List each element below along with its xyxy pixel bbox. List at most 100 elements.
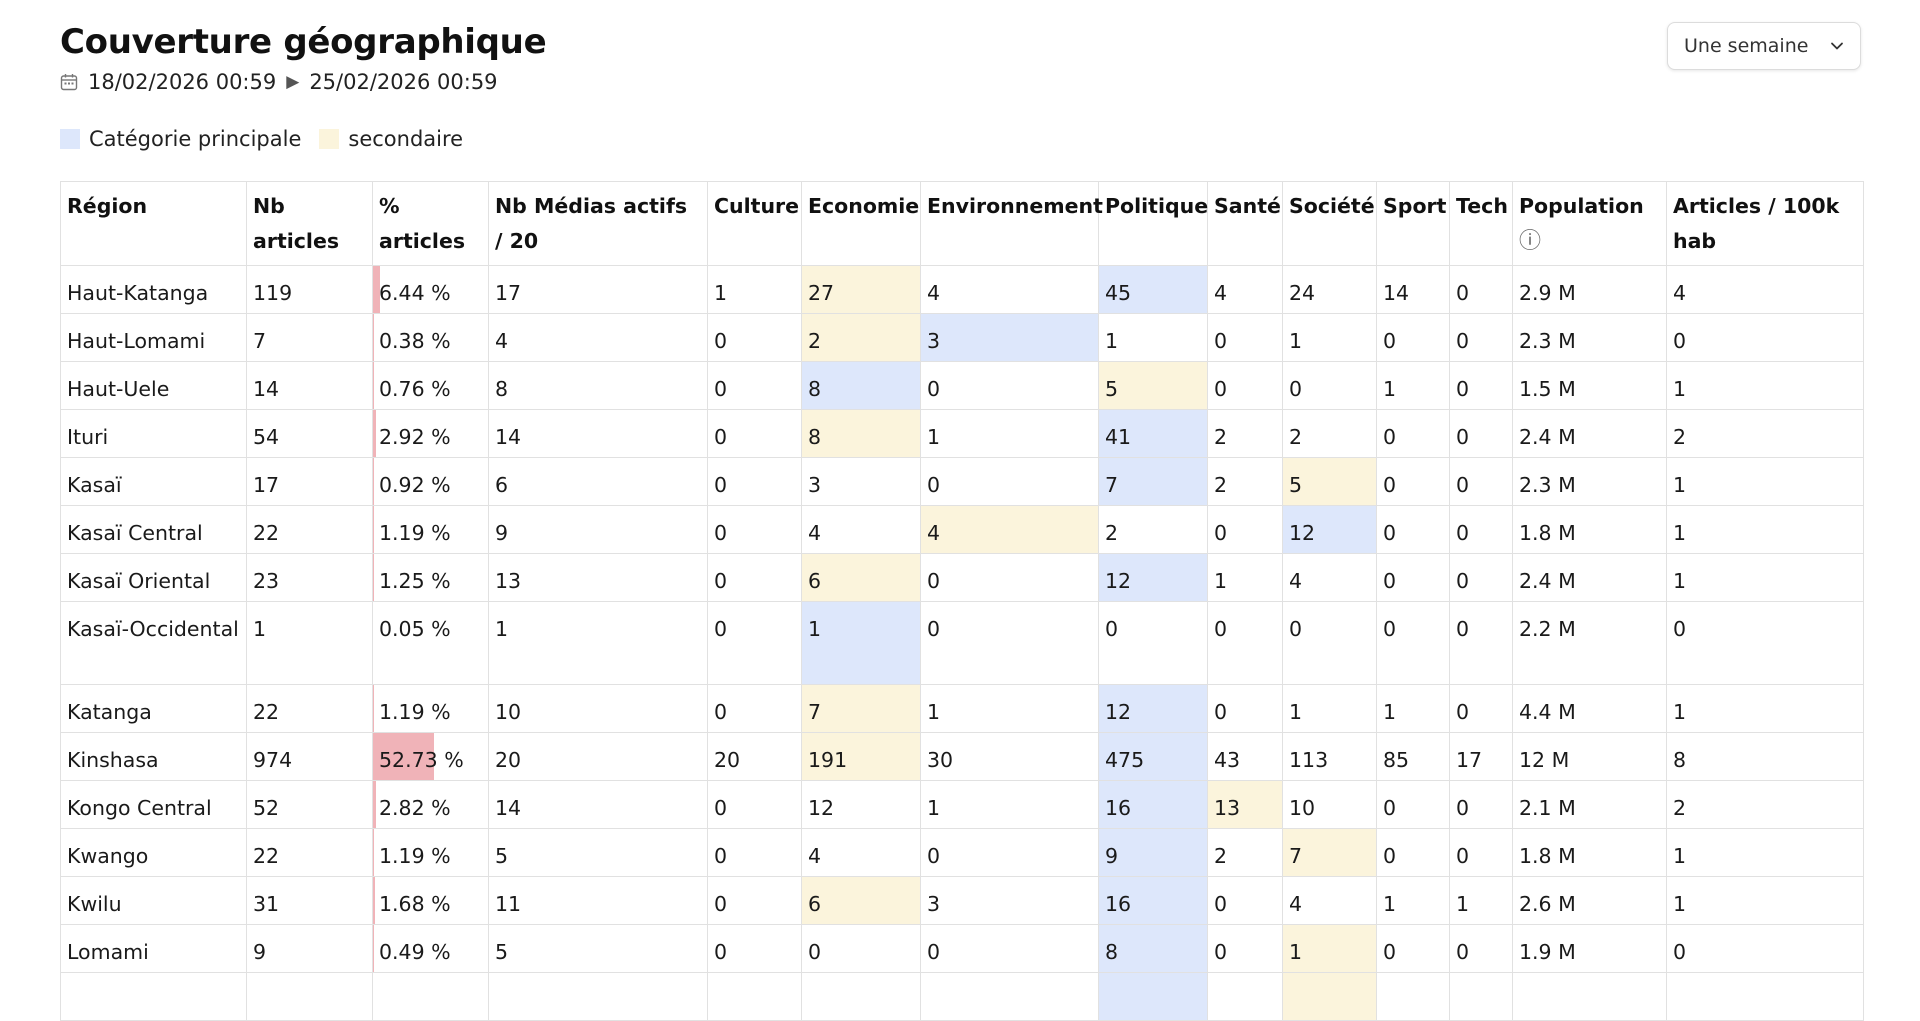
- cell-tech: 0: [1450, 781, 1513, 829]
- cell-culture: 0: [708, 362, 802, 410]
- cell-economie: [802, 973, 921, 1021]
- cell-politique: 41: [1099, 410, 1208, 458]
- cell-sante: 2: [1208, 410, 1283, 458]
- legend-swatch-secondary: [319, 129, 339, 149]
- pct-text: 1.25 %: [373, 554, 488, 601]
- cell-region: Haut-Katanga: [61, 266, 247, 314]
- col-header-pct-articles[interactable]: % articles: [373, 182, 489, 266]
- cell-economie: 12: [802, 781, 921, 829]
- cell-per100k: 1: [1667, 829, 1864, 877]
- cell-pct: 1.19 %: [373, 829, 489, 877]
- cell-pct: 2.92 %: [373, 410, 489, 458]
- pct-text: 0.76 %: [373, 362, 488, 409]
- cell-medias: 13: [489, 554, 708, 602]
- cell-societe: [1283, 973, 1377, 1021]
- cell-medias: 11: [489, 877, 708, 925]
- cell-politique: 5: [1099, 362, 1208, 410]
- cell-tech: 0: [1450, 925, 1513, 973]
- col-header-sante[interactable]: Santé: [1208, 182, 1283, 266]
- period-select[interactable]: Une semaine: [1667, 22, 1861, 70]
- cell-nb: 17: [247, 458, 373, 506]
- cell-per100k: 0: [1667, 314, 1864, 362]
- cell-sante: 0: [1208, 925, 1283, 973]
- cell-economie: 7: [802, 685, 921, 733]
- cell-population: 2.4 M: [1513, 410, 1667, 458]
- cell-region: Kwango: [61, 829, 247, 877]
- cell-sport: 1: [1377, 362, 1450, 410]
- cell-tech: 17: [1450, 733, 1513, 781]
- period-select-value: Une semaine: [1684, 35, 1808, 57]
- cell-nb: 52: [247, 781, 373, 829]
- table-header-row: Région Nb articles % articles Nb Médias …: [61, 182, 1864, 266]
- cell-economie: 0: [802, 925, 921, 973]
- cell-environnement: 1: [921, 781, 1099, 829]
- geo-coverage-table-wrap[interactable]: Région Nb articles % articles Nb Médias …: [60, 181, 1863, 1021]
- cell-environnement: 0: [921, 458, 1099, 506]
- legend-swatch-primary: [60, 129, 80, 149]
- cell-medias: 5: [489, 829, 708, 877]
- cell-per100k: 8: [1667, 733, 1864, 781]
- cell-economie: 4: [802, 506, 921, 554]
- cell-population: 2.3 M: [1513, 458, 1667, 506]
- cell-medias: 5: [489, 925, 708, 973]
- info-icon[interactable]: ⓘ: [1519, 229, 1541, 254]
- cell-politique: 2: [1099, 506, 1208, 554]
- cell-region: Ituri: [61, 410, 247, 458]
- cell-environnement: 0: [921, 362, 1099, 410]
- col-header-culture[interactable]: Culture: [708, 182, 802, 266]
- cell-tech: [1450, 973, 1513, 1021]
- cell-medias: 20: [489, 733, 708, 781]
- col-header-politique[interactable]: Politique: [1099, 182, 1208, 266]
- col-header-tech[interactable]: Tech: [1450, 182, 1513, 266]
- cell-nb: 9: [247, 925, 373, 973]
- col-header-articles-per-100k[interactable]: Articles / 100k hab: [1667, 182, 1864, 266]
- cell-sante: 0: [1208, 685, 1283, 733]
- date-range: 18/02/2026 00:59 ▶ 25/02/2026 00:59: [60, 70, 498, 94]
- col-header-economie[interactable]: Economie: [802, 182, 921, 266]
- cell-culture: 0: [708, 314, 802, 362]
- cell-pct: 0.49 %: [373, 925, 489, 973]
- cell-societe: 1: [1283, 685, 1377, 733]
- cell-region: Kasaï Oriental: [61, 554, 247, 602]
- cell-societe: 10: [1283, 781, 1377, 829]
- cell-per100k: 1: [1667, 362, 1864, 410]
- cell-pct: [373, 973, 489, 1021]
- cell-sante: 2: [1208, 829, 1283, 877]
- cell-medias: 9: [489, 506, 708, 554]
- cell-nb: 22: [247, 685, 373, 733]
- cell-medias: 4: [489, 314, 708, 362]
- pct-text: 2.92 %: [373, 410, 488, 457]
- cell-environnement: 30: [921, 733, 1099, 781]
- cell-sport: 0: [1377, 506, 1450, 554]
- col-header-nb-articles[interactable]: Nb articles: [247, 182, 373, 266]
- cell-medias: 6: [489, 458, 708, 506]
- date-end: 25/02/2026 00:59: [309, 70, 497, 94]
- cell-region: Lomami: [61, 925, 247, 973]
- legend-label-primary: Catégorie principale: [89, 127, 301, 151]
- cell-societe: 24: [1283, 266, 1377, 314]
- cell-tech: 1: [1450, 877, 1513, 925]
- col-header-population[interactable]: Population ⓘ: [1513, 182, 1667, 266]
- cell-societe: 0: [1283, 362, 1377, 410]
- cell-per100k: 0: [1667, 602, 1864, 685]
- cell-tech: 0: [1450, 410, 1513, 458]
- col-header-region[interactable]: Région: [61, 182, 247, 266]
- cell-sante: 0: [1208, 877, 1283, 925]
- col-header-sport[interactable]: Sport: [1377, 182, 1450, 266]
- cell-tech: 0: [1450, 458, 1513, 506]
- col-header-societe[interactable]: Société: [1283, 182, 1377, 266]
- cell-environnement: 0: [921, 554, 1099, 602]
- cell-culture: 0: [708, 781, 802, 829]
- cell-per100k: 1: [1667, 506, 1864, 554]
- cell-politique: 45: [1099, 266, 1208, 314]
- col-header-environnement[interactable]: Environnement: [921, 182, 1099, 266]
- cell-culture: 20: [708, 733, 802, 781]
- col-header-nb-medias[interactable]: Nb Médias actifs / 20: [489, 182, 708, 266]
- cell-economie: 191: [802, 733, 921, 781]
- cell-pct: 1.19 %: [373, 685, 489, 733]
- cell-sport: 85: [1377, 733, 1450, 781]
